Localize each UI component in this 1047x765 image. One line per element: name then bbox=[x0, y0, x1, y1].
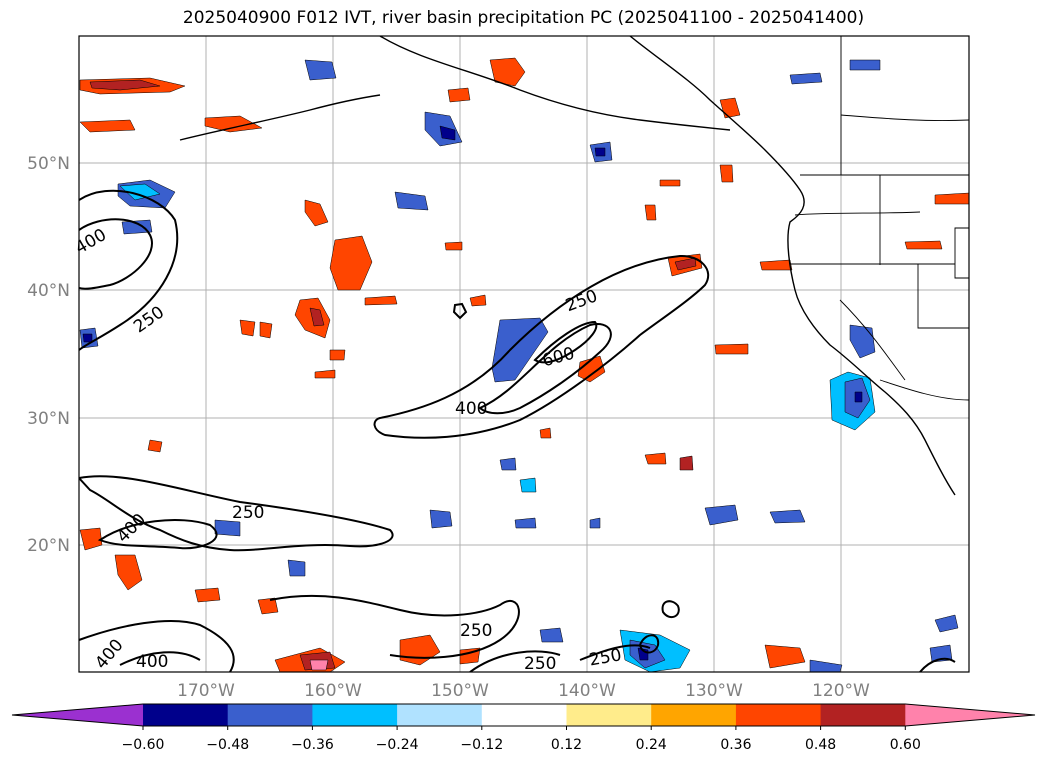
ivt-contours bbox=[79, 189, 956, 672]
colorbar-tick-label: 0.24 bbox=[636, 737, 667, 753]
colorbar-tick-label: −0.36 bbox=[291, 737, 334, 753]
contour-label: 400 bbox=[136, 652, 168, 672]
colorbar-tick-label: −0.60 bbox=[122, 737, 165, 753]
country-borders bbox=[790, 36, 969, 401]
colorbar-tick-label: −0.24 bbox=[376, 737, 419, 753]
lat-label: 30°N bbox=[27, 409, 70, 429]
colorbar-segment bbox=[820, 704, 906, 726]
colorbar-extend-min bbox=[12, 704, 143, 726]
colorbar-segment bbox=[735, 704, 822, 726]
map-title: 2025040900 F012 IVT, river basin precipi… bbox=[182, 8, 865, 28]
lon-label: 150°W bbox=[431, 681, 489, 701]
lat-label: 50°N bbox=[27, 154, 70, 174]
map-panel bbox=[78, 35, 970, 673]
lat-label: 20°N bbox=[27, 536, 70, 556]
colorbar-segment bbox=[566, 704, 652, 726]
colorbar bbox=[11, 703, 1036, 730]
colorbar-segment bbox=[397, 704, 483, 726]
lat-label: 40°N bbox=[27, 281, 70, 301]
lon-label: 120°W bbox=[812, 681, 870, 701]
colorbar-segment bbox=[227, 704, 313, 726]
colorbar-tick-label: −0.12 bbox=[460, 737, 503, 753]
contour-label: 250 bbox=[524, 654, 556, 674]
colorbar-tick-label: 0.48 bbox=[805, 737, 836, 753]
contour-label: 250 bbox=[232, 503, 264, 523]
lon-label: 130°W bbox=[685, 681, 743, 701]
colorbar-segment bbox=[651, 704, 737, 726]
colorbar-tick-label: 0.36 bbox=[720, 737, 751, 753]
colorbar-segment bbox=[143, 704, 229, 726]
coastlines bbox=[179, 36, 956, 496]
contour-label: 400 bbox=[455, 399, 487, 419]
lon-label: 160°W bbox=[304, 681, 362, 701]
lon-label: 140°W bbox=[558, 681, 616, 701]
precip-positive-areas bbox=[79, 57, 969, 672]
contour-label: 250 bbox=[460, 621, 492, 641]
colorbar-tick-label: 0.12 bbox=[551, 737, 582, 753]
latitude-labels: 50°N 40°N 30°N 20°N bbox=[27, 154, 70, 556]
longitude-labels: 170°W 160°W 150°W 140°W 130°W 120°W bbox=[177, 681, 870, 701]
colorbar-extend-max bbox=[905, 704, 1035, 726]
colorbar-tick-label: −0.48 bbox=[206, 737, 249, 753]
colorbar-tick-label: 0.60 bbox=[890, 737, 921, 753]
colorbar-segment bbox=[312, 704, 398, 726]
lon-label: 170°W bbox=[177, 681, 235, 701]
colorbar-tick-labels: −0.60 −0.48 −0.36 −0.24 −0.12 0.12 0.24 0.36 0.4… bbox=[122, 737, 921, 753]
colorbar-segment bbox=[481, 704, 567, 726]
